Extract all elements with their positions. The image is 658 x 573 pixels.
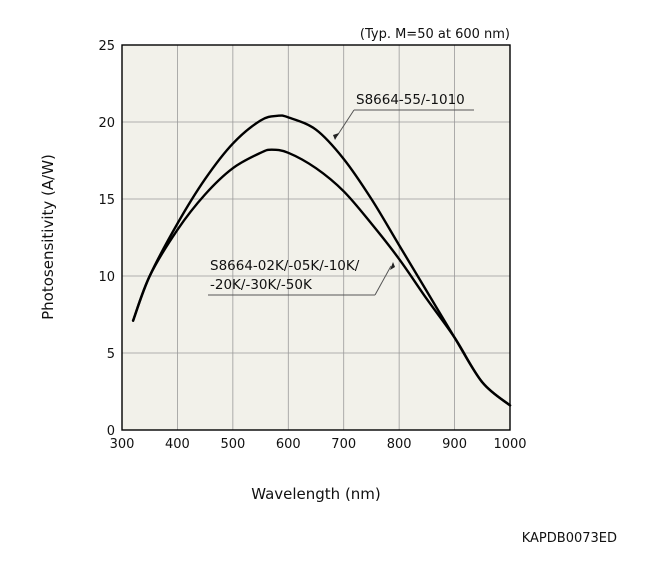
series-layer <box>131 114 512 407</box>
tick-labels: 300 400 500 600 700 800 900 1000 0 5 10 15 20 25 <box>98 39 526 452</box>
y-tick-label: 0 <box>107 424 115 439</box>
plot-frame <box>121 44 511 431</box>
series-0-leader <box>336 109 355 137</box>
y-tick-label: 25 <box>98 39 115 54</box>
grid <box>122 45 510 430</box>
x-tick-label: 300 <box>110 437 135 452</box>
x-tick-label: 600 <box>276 437 301 452</box>
series-0-line <box>131 114 512 407</box>
figure-code: KAPDB0073ED <box>522 531 617 546</box>
x-tick-label: 700 <box>331 437 356 452</box>
x-axis-label: Wavelength (nm) <box>251 485 381 503</box>
x-tick-label: 800 <box>387 437 412 452</box>
x-tick-label: 900 <box>442 437 467 452</box>
series-0-annotation: S8664-55/-1010 <box>333 92 474 140</box>
condition-note: (Typ. M=50 at 600 nm) <box>360 27 510 42</box>
series-0-arrowhead <box>333 133 339 140</box>
x-tick-label: 500 <box>220 437 245 452</box>
x-tick-label: 1000 <box>493 437 526 452</box>
y-tick-label: 5 <box>107 347 115 362</box>
series-1-label-line-1: S8664-02K/-05K/-10K/ <box>210 258 360 274</box>
y-tick-label: 15 <box>98 193 115 208</box>
y-tick-label: 20 <box>98 116 115 131</box>
series-1-line <box>131 148 512 407</box>
series-1-arrowhead <box>390 262 395 270</box>
series-0-label: S8664-55/-1010 <box>356 92 465 108</box>
series-1-leader <box>374 265 392 296</box>
series-1-annotation: S8664-02K/-05K/-10K/ -20K/-30K/-50K <box>208 258 395 296</box>
plot-area <box>122 45 510 430</box>
y-tick-label: 10 <box>98 270 115 285</box>
x-tick-label: 400 <box>165 437 190 452</box>
y-axis-label: Photosensitivity (A/W) <box>39 154 57 320</box>
series-1-label-line-2: -20K/-30K/-50K <box>210 277 313 293</box>
